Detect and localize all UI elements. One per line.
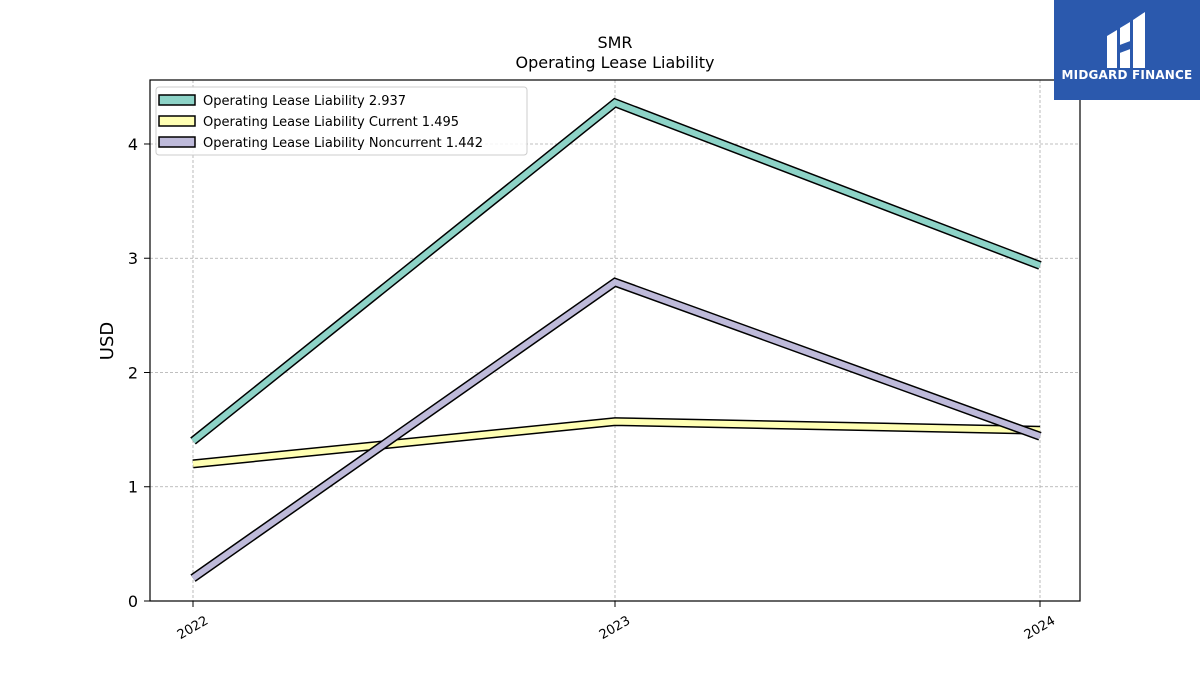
legend-swatch-0 (158, 94, 196, 106)
midgard-finance-logo: MIDGARD FINANCE (1054, 0, 1200, 100)
legend-label-1: Operating Lease Liability Current 1.495 (203, 115, 459, 130)
chart-title: SMR (597, 33, 632, 52)
y-tick-label: 0 (128, 592, 138, 611)
y-tick-label: 3 (128, 249, 138, 268)
midgard-logo-icon (1107, 12, 1145, 68)
x-tick-label: 2024 (1022, 613, 1058, 643)
y-tick-label: 2 (128, 363, 138, 382)
y-tick-label: 4 (128, 135, 138, 154)
legend-label-2: Operating Lease Liability Noncurrent 1.4… (203, 136, 483, 151)
grid-lines (150, 80, 1080, 601)
series-line-1 (192, 418, 1041, 467)
y-tick-label: 1 (128, 478, 138, 497)
legend-swatch-1 (158, 115, 196, 127)
series-line-2 (191, 278, 1042, 581)
legend-box (155, 86, 528, 156)
logo-text: MIDGARD FINANCE (1061, 68, 1193, 82)
x-axis: 2022 2023 2024 (175, 601, 1058, 643)
y-axis: 0 1 2 3 4 (128, 135, 150, 611)
legend-swatch-2 (158, 136, 196, 148)
legend: Operating Lease Liability 2.937 Operating… (155, 86, 528, 156)
y-axis-label: USD (97, 322, 118, 360)
x-tick-label: 2023 (597, 613, 633, 643)
series-line-0 (191, 99, 1042, 444)
x-tick-label: 2022 (175, 613, 211, 643)
chart-subtitle: Operating Lease Liability (515, 53, 714, 72)
series-lines (190, 97, 1042, 582)
legend-label-0: Operating Lease Liability 2.937 (203, 94, 406, 109)
